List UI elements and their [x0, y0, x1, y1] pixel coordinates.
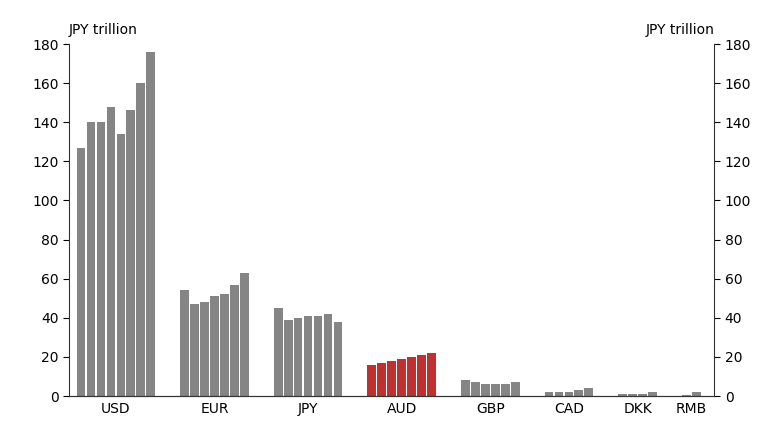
Bar [574, 390, 583, 396]
Bar [87, 122, 95, 396]
Bar [397, 359, 406, 396]
Bar [427, 353, 436, 396]
Bar [210, 296, 219, 396]
Bar [461, 380, 470, 396]
Bar [618, 394, 627, 396]
Bar [367, 365, 376, 396]
Bar [554, 392, 563, 396]
Bar [117, 134, 125, 396]
Text: JPY trillion: JPY trillion [645, 23, 714, 37]
Bar [220, 294, 229, 396]
Bar [387, 361, 396, 396]
Bar [638, 394, 647, 396]
Bar [274, 308, 283, 396]
Bar [127, 110, 135, 396]
Bar [471, 382, 480, 396]
Bar [147, 52, 155, 396]
Bar [240, 273, 249, 396]
Bar [200, 302, 209, 396]
Bar [648, 392, 657, 396]
Bar [584, 388, 593, 396]
Bar [77, 148, 85, 396]
Text: JPY trillion: JPY trillion [69, 23, 138, 37]
Bar [564, 392, 573, 396]
Bar [180, 290, 189, 396]
Bar [511, 382, 519, 396]
Bar [417, 355, 426, 396]
Bar [230, 285, 239, 396]
Bar [545, 392, 554, 396]
Bar [190, 304, 199, 396]
Bar [501, 384, 509, 396]
Bar [481, 384, 490, 396]
Bar [692, 392, 700, 396]
Bar [283, 320, 293, 396]
Bar [377, 363, 386, 396]
Bar [313, 316, 323, 396]
Bar [491, 384, 500, 396]
Bar [303, 316, 313, 396]
Bar [293, 318, 303, 396]
Bar [323, 314, 333, 396]
Bar [107, 106, 115, 396]
Bar [628, 394, 637, 396]
Bar [97, 122, 105, 396]
Bar [333, 322, 343, 396]
Bar [407, 357, 416, 396]
Bar [682, 395, 690, 396]
Bar [137, 83, 145, 396]
